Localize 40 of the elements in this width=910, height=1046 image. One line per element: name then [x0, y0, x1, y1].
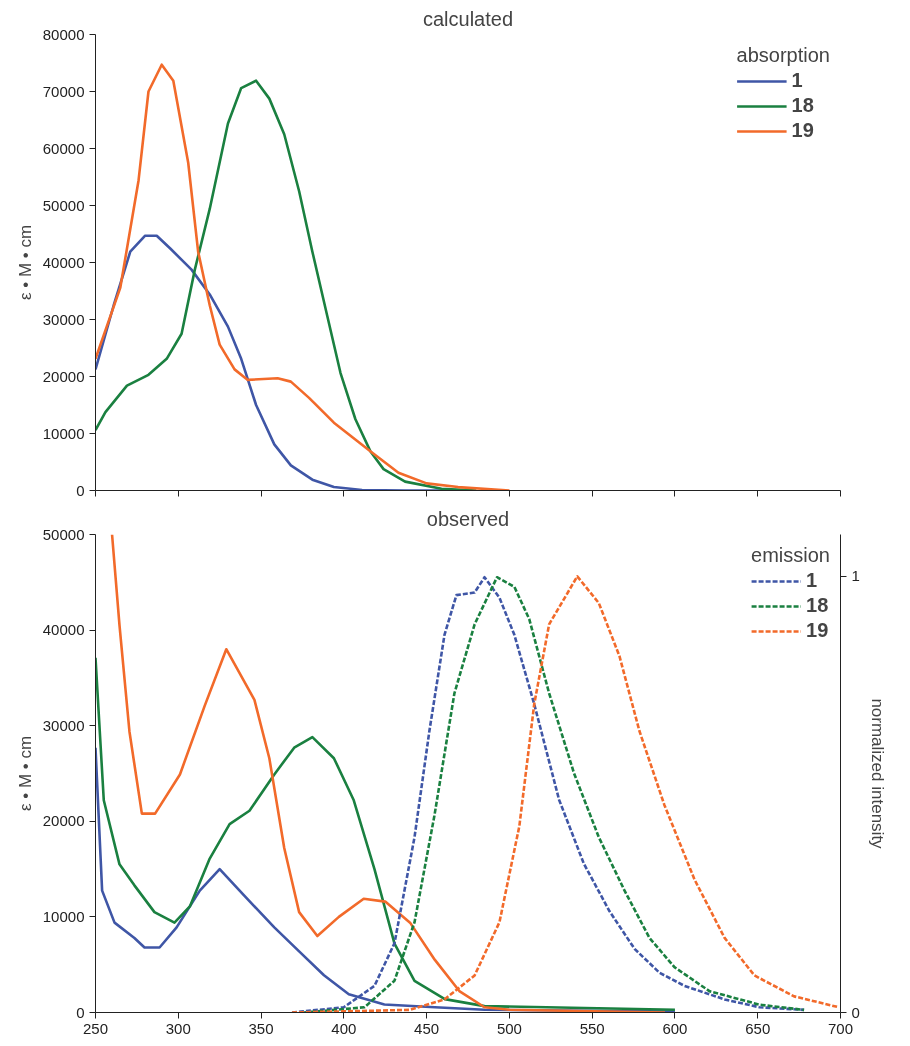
x-tick-label: 400 — [331, 1019, 357, 1037]
y-tick-label: 10000 — [42, 424, 85, 442]
y-tick-label: 30000 — [42, 716, 85, 734]
y-tick-label: 10000 — [42, 907, 85, 925]
legend-label: 1 — [806, 569, 819, 592]
legend-label: 19 — [791, 119, 814, 142]
y-tick-label: 0 — [76, 1003, 85, 1021]
chart-title: calculated — [422, 7, 514, 30]
y-tick-label: 40000 — [42, 621, 85, 639]
y-tick-label: 80000 — [42, 25, 85, 43]
y2-tick-label: 0 — [851, 1003, 860, 1021]
legend-title: emission — [751, 544, 830, 567]
x-tick-label: 250 — [82, 1019, 109, 1037]
legend-label: 1 — [791, 69, 804, 92]
y2-axis-title: normalized intensity — [867, 698, 887, 850]
legend-label: 18 — [806, 594, 829, 617]
y-tick-label: 20000 — [42, 812, 85, 830]
y-tick-label: 50000 — [42, 196, 85, 214]
y-tick-label: 60000 — [42, 139, 85, 157]
y-tick-label: 0 — [76, 481, 85, 499]
legend-title: absorption — [736, 44, 830, 67]
y-tick-label: 70000 — [42, 82, 85, 100]
y-tick-label: 30000 — [42, 310, 85, 328]
y-tick-label: 40000 — [42, 253, 85, 271]
y-axis-title: ε • M • cm — [15, 224, 35, 301]
x-tick-label: 350 — [248, 1019, 274, 1037]
y-axis-title: ε • M • cm — [15, 735, 35, 812]
x-tick-label: 600 — [662, 1019, 688, 1037]
x-tick-label: 500 — [496, 1019, 522, 1037]
y-tick-label: 50000 — [42, 525, 85, 543]
legend-label: 18 — [791, 94, 814, 117]
x-tick-label: 300 — [165, 1019, 191, 1037]
x-tick-label: 650 — [745, 1019, 771, 1037]
y2-tick-label: 1 — [851, 567, 860, 585]
chart-title: observed — [426, 507, 510, 530]
x-tick-label: 450 — [414, 1019, 440, 1037]
y-tick-label: 20000 — [42, 367, 85, 385]
legend-label: 19 — [806, 619, 829, 642]
x-tick-label: 700 — [827, 1019, 854, 1037]
x-tick-label: 550 — [579, 1019, 605, 1037]
